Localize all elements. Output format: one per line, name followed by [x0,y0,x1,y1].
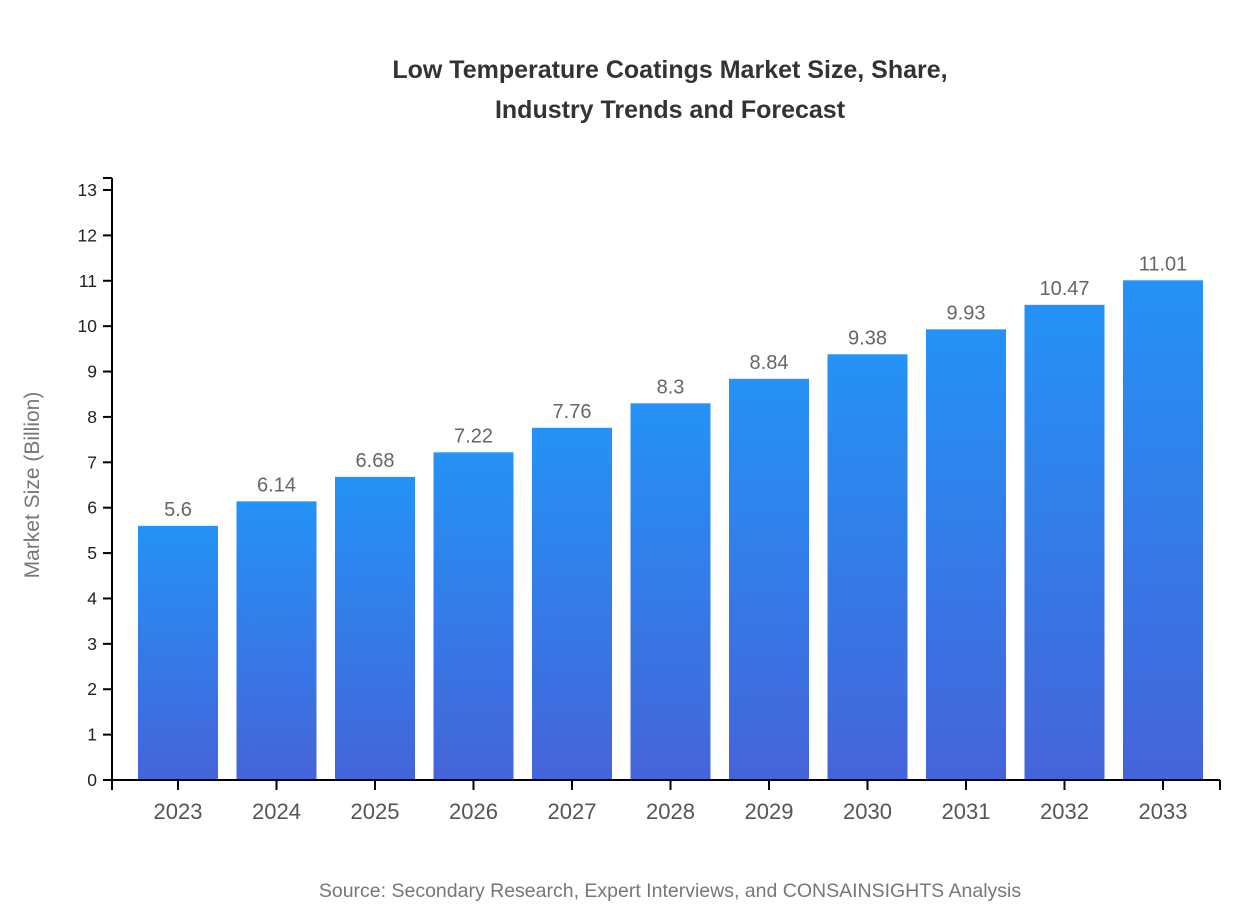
bar-value-label-2030: 9.38 [848,327,887,349]
y-tick-label-11: 11 [79,271,97,291]
x-tick-label-2029: 2029 [745,799,794,824]
bar-value-label-2023: 5.6 [164,499,192,521]
y-tick-label-1: 1 [87,725,97,745]
bar-value-label-2029: 8.84 [750,352,789,374]
y-tick-label-6: 6 [87,498,97,518]
bar-2024 [236,501,317,780]
bar-2029 [729,378,809,780]
bar-value-label-2027: 7.76 [553,401,592,423]
x-tick-label-2023: 2023 [154,799,203,824]
y-tick-label-2: 2 [87,679,97,699]
y-tick-label-7: 7 [87,452,97,472]
bar-value-label-2033: 11.01 [1139,253,1188,275]
bar-value-label-2025: 6.68 [356,450,395,472]
y-tick-label-10: 10 [78,316,98,336]
bar-2025 [335,476,415,780]
bar-2033 [1123,280,1203,780]
x-tick-label-2026: 2026 [449,799,498,824]
y-tick-label-9: 9 [87,362,97,382]
x-tick-label-2033: 2033 [1139,799,1188,824]
bar-2027 [532,427,612,780]
y-tick-label-4: 4 [87,588,97,608]
chart-title: Low Temperature Coatings Market Size, Sh… [392,56,948,124]
bar-value-label-2028: 8.3 [657,376,685,398]
x-tick-label-2024: 2024 [252,799,301,824]
bar-value-label-2032: 10.47 [1039,278,1089,300]
bar-2031 [926,329,1006,780]
bar-2028 [630,403,711,780]
y-tick-label-0: 0 [87,770,97,790]
y-tick-label-13: 13 [78,180,97,200]
bar-value-label-2031: 9.93 [947,302,986,324]
y-tick-label-3: 3 [87,634,97,654]
bar-2023 [138,525,218,780]
y-tick-label-12: 12 [78,225,97,245]
bar-2032 [1024,304,1105,780]
bar-value-label-2024: 6.14 [257,474,296,496]
source-note: Source: Secondary Research, Expert Inter… [318,880,1022,902]
y-tick-label-5: 5 [87,543,97,563]
bar-value-label-2026: 7.22 [454,425,493,447]
x-tick-label-2027: 2027 [548,799,597,824]
x-tick-label-2030: 2030 [843,799,892,824]
x-tick-label-2031: 2031 [942,799,991,824]
bar-2030 [827,354,908,780]
bar-2026 [433,452,514,780]
x-tick-label-2032: 2032 [1040,799,1089,824]
x-tick-label-2028: 2028 [646,799,695,824]
y-tick-label-8: 8 [87,407,97,427]
x-tick-label-2025: 2025 [351,799,400,824]
